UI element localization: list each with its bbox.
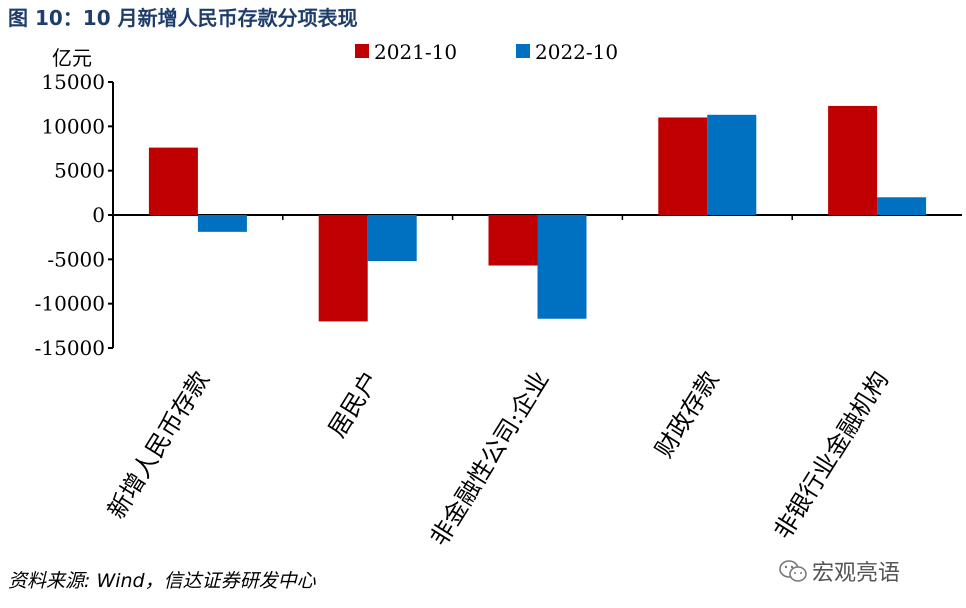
wechat-icon <box>779 560 807 582</box>
x-category-label: 财政存款 <box>650 366 725 462</box>
bar-series1 <box>828 105 878 215</box>
y-tick-label: -10000 <box>35 292 105 316</box>
y-tick-label: -15000 <box>35 336 105 360</box>
bar-series2 <box>707 114 757 215</box>
bar-series1 <box>148 147 198 215</box>
x-category-label: 新增人民币存款 <box>102 366 215 523</box>
y-tick-label: 10000 <box>41 114 105 138</box>
legend-swatch <box>516 44 530 58</box>
legend-swatch <box>355 44 369 58</box>
x-category-label: 非金融性公司:企业 <box>425 366 555 551</box>
legend-label: 2022-10 <box>535 40 618 64</box>
y-axis-unit-label: 亿元 <box>52 46 92 70</box>
bar-series1 <box>488 215 538 266</box>
bar-series1 <box>318 215 368 322</box>
bar-series2 <box>367 215 417 262</box>
x-category-label: 居民户 <box>323 366 385 442</box>
chart-title: 图 10：10 月新增人民币存款分项表现 <box>8 6 358 30</box>
bar-series2 <box>877 197 927 215</box>
y-tick-label: -5000 <box>47 247 105 271</box>
y-tick-label: 5000 <box>54 159 105 183</box>
bar-series2 <box>537 215 587 319</box>
bar-series1 <box>658 117 708 215</box>
x-category-label: 非银行业金融机构 <box>769 366 894 544</box>
bar-chart: 15000 10000 5000 0 -5000 -10000 -15000 新增人民币存款 居… <box>35 40 962 551</box>
y-tick-label: 15000 <box>41 70 105 94</box>
legend-label: 2021-10 <box>374 40 457 64</box>
y-tick-label: 0 <box>92 203 105 227</box>
bar-series2 <box>197 215 247 232</box>
source-note: 资料来源: Wind，信达证券研发中心 <box>8 570 316 592</box>
watermark-text: 宏观亮语 <box>812 561 901 586</box>
